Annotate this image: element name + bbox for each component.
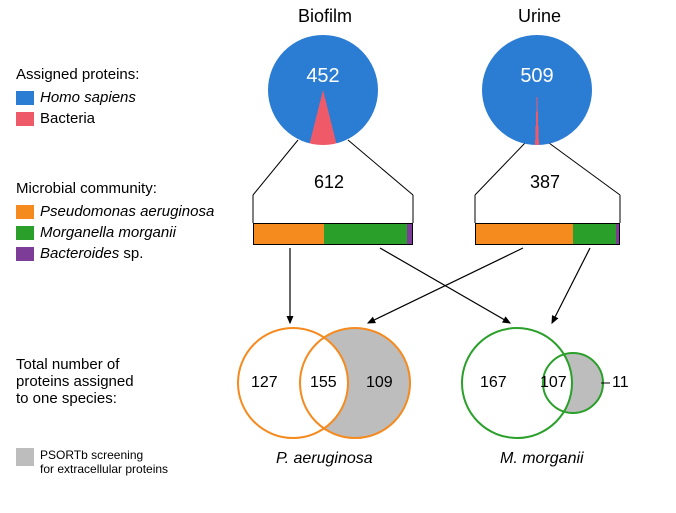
species-mm: M. morganii [500,450,584,468]
tick-mm-right [0,0,676,513]
